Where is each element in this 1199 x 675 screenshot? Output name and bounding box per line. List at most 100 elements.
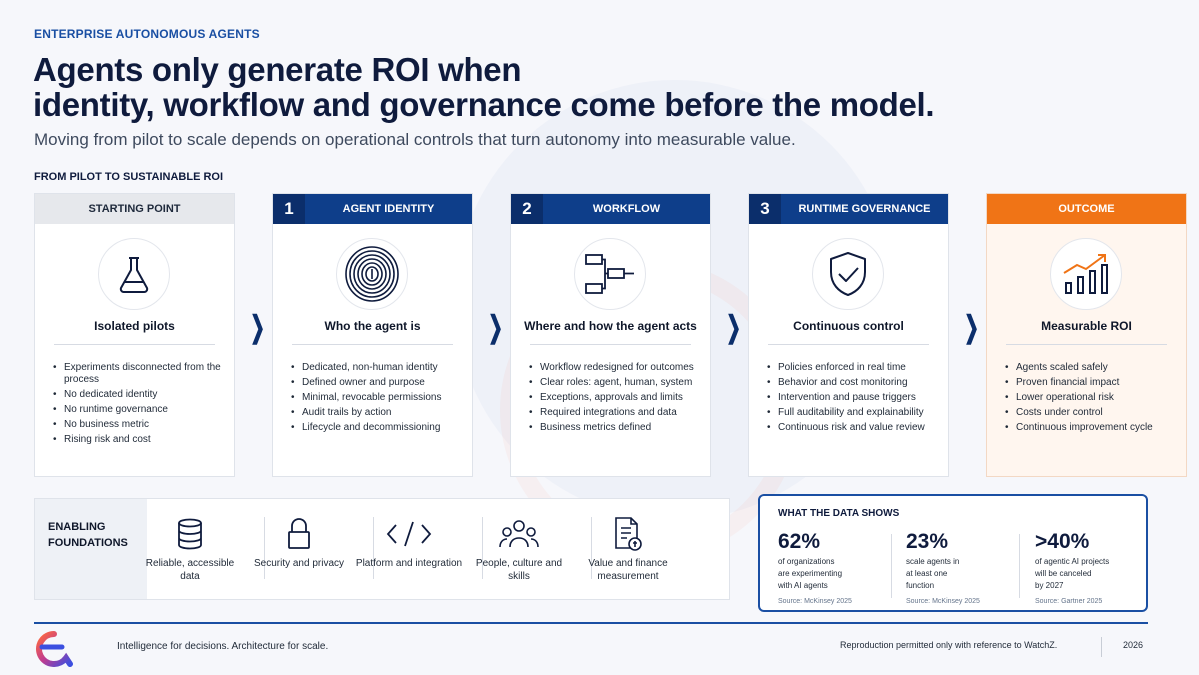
brand-logo	[34, 631, 74, 667]
list-item: Required integrations and data	[529, 407, 698, 419]
list-item: Dedicated, non-human identity	[291, 362, 460, 374]
list-item: Exceptions, approvals and limits	[529, 392, 698, 404]
divider	[891, 534, 892, 598]
list-item: Costs under control	[1005, 407, 1174, 419]
list-item: Behavior and cost monitoring	[767, 377, 936, 389]
divider	[768, 344, 929, 345]
list-item: Continuous improvement cycle	[1005, 422, 1174, 434]
divider	[373, 517, 374, 579]
stage-number: 3	[749, 194, 781, 224]
list-item: Lifecycle and decommissioning	[291, 422, 460, 434]
section-label: FROM PILOT TO SUSTAINABLE ROI	[34, 171, 224, 183]
stage-header: 1 AGENT IDENTITY	[273, 194, 472, 224]
stage-card-outcome: OUTCOME Measurable ROI Agents scaled saf…	[986, 193, 1187, 477]
foundation-label: Platform and integration	[355, 558, 463, 569]
stage-bullets: Workflow redesigned for outcomes Clear r…	[529, 362, 698, 437]
foundation-label: Reliable, accessible data	[145, 558, 235, 582]
fingerprint-icon	[336, 238, 408, 310]
growth-chart-icon	[1050, 238, 1122, 310]
stage-card-agent-identity: 1 AGENT IDENTITY Who the agent is Dedica…	[272, 193, 473, 477]
stat-value: >40%	[1035, 530, 1090, 553]
chevron-right-icon: ❯	[250, 311, 266, 344]
list-item: Continuous risk and value review	[767, 422, 936, 434]
data-panel-title: WHAT THE DATA SHOWS	[778, 508, 900, 519]
list-item: No runtime governance	[53, 404, 222, 416]
foundation-label: People, culture and skills	[475, 558, 563, 582]
footer-tagline: Intelligence for decisions. Architecture…	[117, 641, 329, 652]
stage-title: Where and how the agent acts	[524, 319, 697, 333]
stage-bullets: Experiments disconnected from the proces…	[53, 362, 222, 449]
list-item: No business metric	[53, 419, 222, 431]
stage-header: 2 WORKFLOW	[511, 194, 710, 224]
divider	[292, 344, 453, 345]
list-item: Experiments disconnected from the proces…	[53, 362, 222, 386]
footer-year: 2026	[1123, 640, 1144, 650]
stat-line: at least one	[906, 569, 948, 578]
stat-description: of agentic AI projects will be canceled …	[1035, 556, 1145, 592]
stat-line: are experimenting	[778, 569, 843, 578]
stat-line: will be canceled	[1035, 569, 1092, 578]
chevron-right-icon: ❯	[488, 311, 504, 344]
stage-header-label: WORKFLOW	[592, 203, 661, 215]
stat-description: of organizations are experimenting with …	[778, 556, 888, 592]
list-item: Defined owner and purpose	[291, 377, 460, 389]
enabling-foundations-panel: ENABLING FOUNDATIONS Reliable, accessibl…	[34, 498, 730, 600]
stat-line: function	[906, 581, 935, 590]
divider	[591, 517, 592, 579]
page-subtitle: Moving from pilot to scale depends on op…	[34, 130, 796, 149]
stat-value: 23%	[906, 530, 949, 553]
shield-check-icon	[812, 238, 884, 310]
stat-value: 62%	[778, 530, 821, 553]
chevron-right-icon: ❯	[964, 311, 980, 344]
stat-source: Source: McKinsey 2025	[906, 598, 980, 605]
stat-source: Source: Gartner 2025	[1035, 598, 1103, 605]
stage-bullets: Dedicated, non-human identity Defined ow…	[291, 362, 460, 437]
eyebrow: ENTERPRISE AUTONOMOUS AGENTS	[34, 27, 260, 41]
foundation-item: Security and privacy	[244, 515, 354, 570]
database-icon	[135, 515, 245, 553]
list-item: Proven financial impact	[1005, 377, 1174, 389]
code-icon	[354, 515, 464, 553]
foundation-label: Value and finance measurement	[588, 558, 668, 582]
list-item: Business metrics defined	[529, 422, 698, 434]
foundation-item: Value and finance measurement	[573, 515, 683, 583]
stage-header: OUTCOME	[987, 194, 1186, 224]
divider	[1006, 344, 1167, 345]
stat-item: 23% scale agents in at least one functio…	[906, 530, 1016, 605]
divider	[482, 517, 483, 579]
list-item: Intervention and pause triggers	[767, 392, 936, 404]
reproduction-notice: Reproduction permitted only with referen…	[840, 640, 1058, 650]
stat-description: scale agents in at least one function	[906, 556, 1016, 592]
list-item: Minimal, revocable permissions	[291, 392, 460, 404]
stage-header: 3 RUNTIME GOVERNANCE	[749, 194, 948, 224]
divider	[54, 344, 215, 345]
footer-rule	[34, 622, 1148, 624]
stage-header: STARTING POINT	[35, 194, 234, 224]
foundation-item: People, culture and skills	[464, 515, 574, 583]
stage-header-label: STARTING POINT	[88, 203, 181, 215]
document-money-icon	[573, 515, 683, 553]
stat-item: 62% of organizations are experimenting w…	[778, 530, 888, 605]
stat-line: of organizations	[778, 557, 835, 566]
list-item: Rising risk and cost	[53, 434, 222, 446]
list-item: Full auditability and explainability	[767, 407, 936, 419]
stage-title: Isolated pilots	[94, 319, 175, 333]
stat-line: scale agents in	[906, 557, 960, 566]
chevron-right-icon: ❯	[726, 311, 742, 344]
stage-card-starting-point: STARTING POINT Isolated pilots Experimen…	[34, 193, 235, 477]
foundation-item: Platform and integration	[354, 515, 464, 570]
people-icon	[464, 515, 574, 553]
stage-title: Who the agent is	[324, 319, 421, 333]
stage-card-workflow: 2 WORKFLOW Where and how the agent acts …	[510, 193, 711, 477]
stage-title: Continuous control	[793, 319, 904, 333]
foundation-item: Reliable, accessible data	[135, 515, 245, 583]
stage-title: Measurable ROI	[1041, 319, 1132, 333]
workflow-icon	[574, 238, 646, 310]
stage-header-label: RUNTIME GOVERNANCE	[798, 203, 931, 215]
list-item: Workflow redesigned for outcomes	[529, 362, 698, 374]
list-item: Policies enforced in real time	[767, 362, 936, 374]
foundation-label: Security and privacy	[253, 558, 345, 569]
stage-number: 2	[511, 194, 543, 224]
page-title: Agents only generate ROI when identity, …	[33, 51, 935, 123]
list-item: No dedicated identity	[53, 389, 222, 401]
